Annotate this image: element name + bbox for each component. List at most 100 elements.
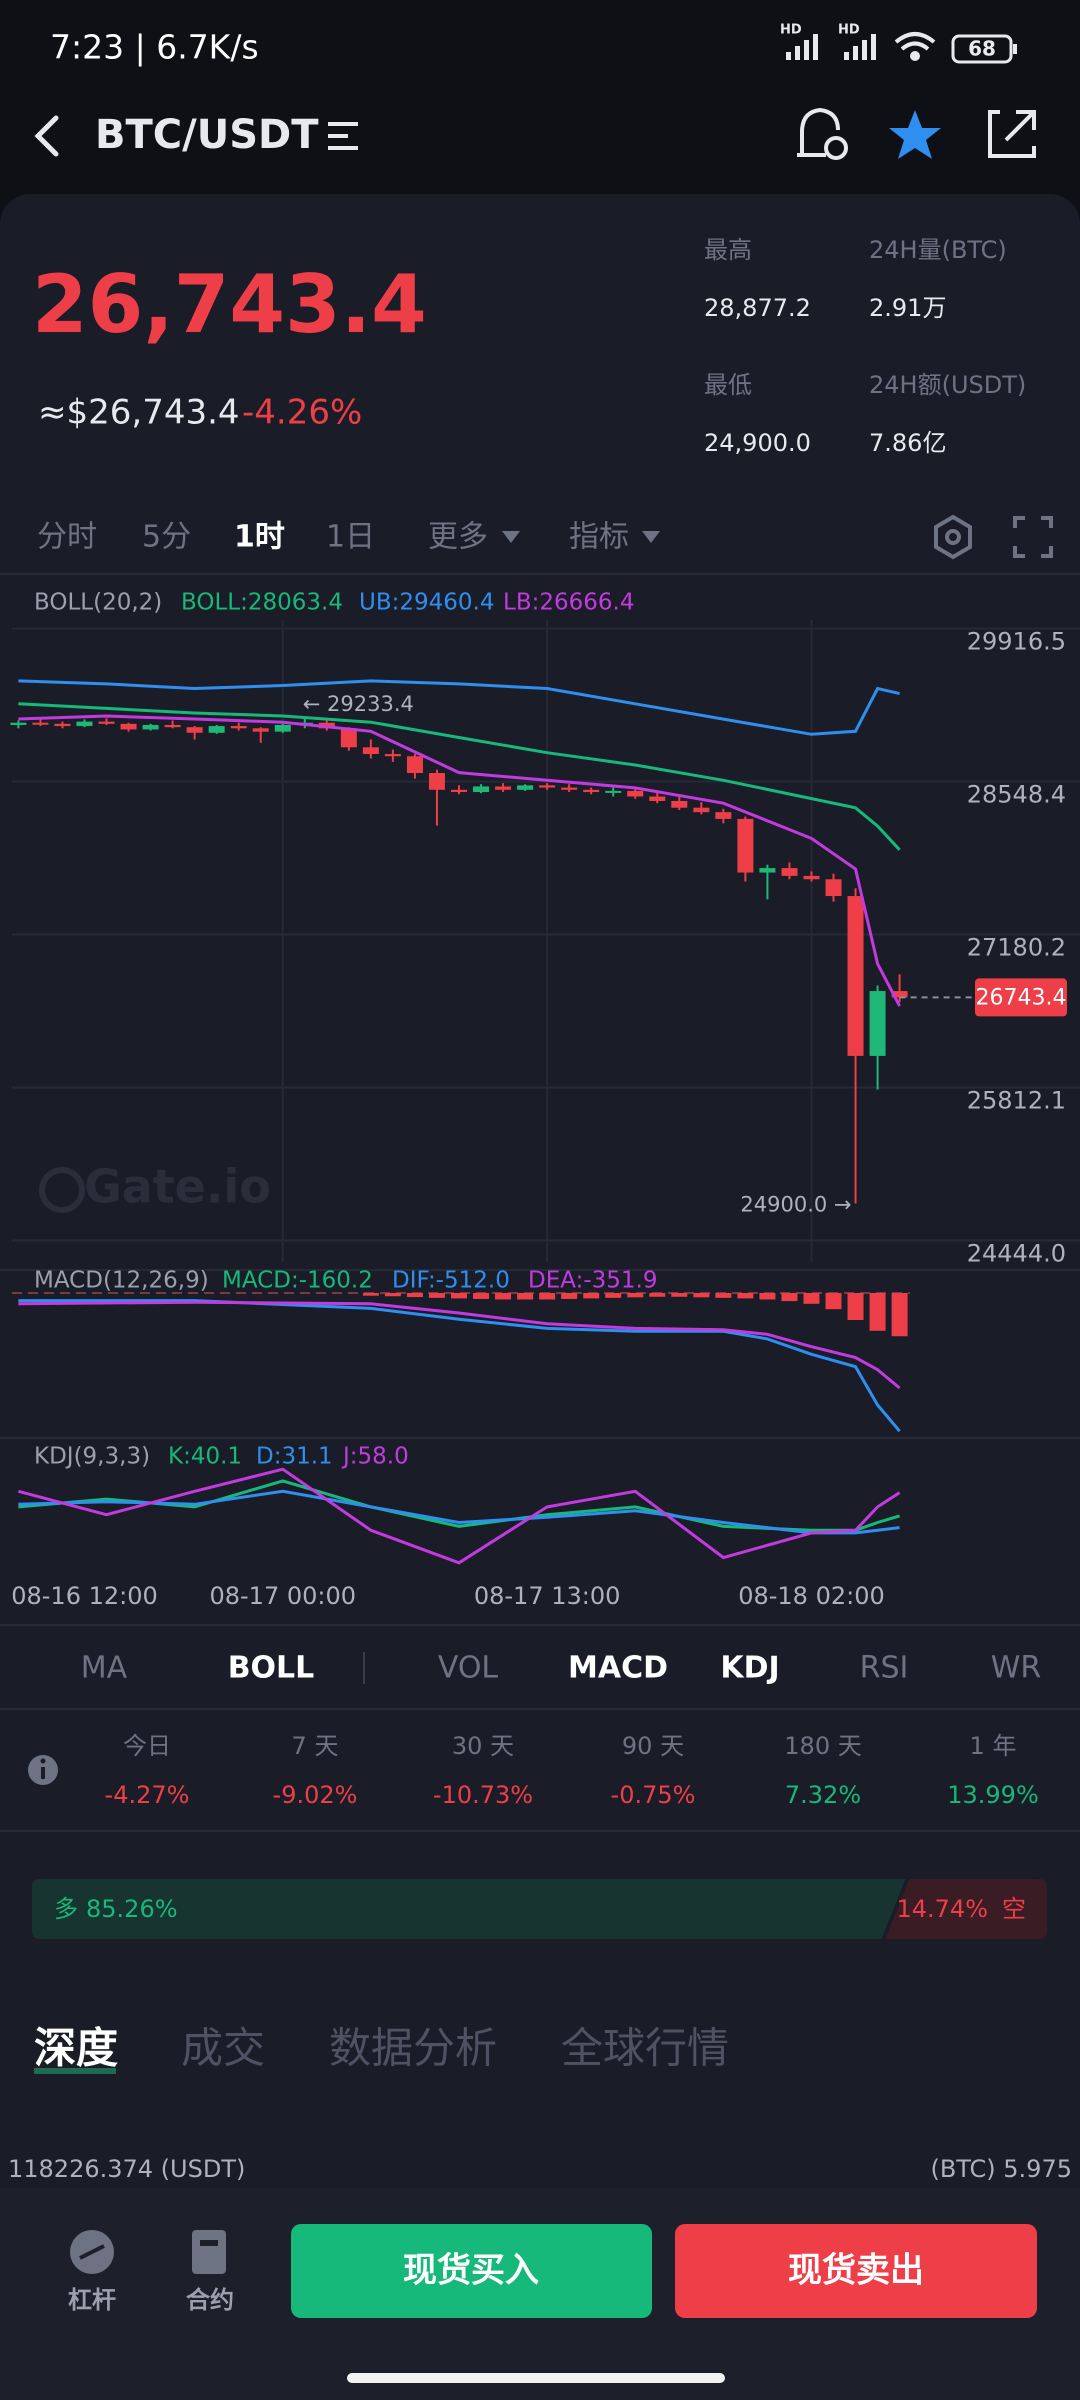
- legend-entry: BOLL:28063.4: [181, 590, 343, 616]
- candle-body: [869, 991, 886, 1056]
- detail-tab[interactable]: 数据分析: [329, 2024, 497, 2073]
- macd-bar: [803, 1293, 820, 1304]
- long-bar: [32, 1879, 906, 1939]
- buy-label[interactable]: 现货买入: [403, 2251, 539, 2291]
- period-change: 7.32%: [785, 1781, 861, 1809]
- candle-body: [737, 818, 754, 873]
- stat-value: 7.86亿: [869, 429, 946, 457]
- contract-label[interactable]: 合约: [186, 2286, 234, 2314]
- candle-body: [451, 789, 467, 793]
- macd-bar: [759, 1293, 776, 1300]
- share-icon[interactable]: [988, 110, 1036, 158]
- favorite-star[interactable]: [889, 110, 941, 159]
- macd-bar: [473, 1293, 490, 1299]
- candle-body: [208, 726, 225, 733]
- contract-icon[interactable]: [192, 2230, 226, 2274]
- indicator-tab[interactable]: RSI: [860, 1651, 909, 1686]
- candle-body: [10, 722, 27, 725]
- indicator-tab[interactable]: MA: [81, 1651, 128, 1686]
- stat-label: 24H额(USDT): [869, 371, 1026, 399]
- indicator-caret: [642, 531, 660, 543]
- legend-entry: K:40.1: [168, 1444, 242, 1470]
- candle-body: [406, 756, 423, 774]
- buy-button[interactable]: [291, 2224, 652, 2318]
- candle-body: [428, 773, 445, 790]
- interval-tab[interactable]: 指标: [569, 520, 629, 555]
- macd-bar: [671, 1293, 688, 1297]
- candle-body: [803, 875, 820, 880]
- candle-body: [120, 723, 137, 730]
- price-change: -4.26%: [242, 393, 362, 433]
- candle-body: [517, 785, 534, 790]
- candle-body: [627, 790, 644, 797]
- depth-right: (BTC) 5.975: [930, 2155, 1072, 2183]
- macd-bar: [583, 1293, 600, 1299]
- pair-title[interactable]: BTC/USDT: [95, 112, 319, 158]
- legend-entry: DIF:-512.0: [392, 1268, 510, 1294]
- leverage-icon[interactable]: [70, 2230, 114, 2274]
- separators: [0, 573, 1080, 1832]
- detail-tab[interactable]: 深度: [34, 2024, 118, 2073]
- info-icon[interactable]: [28, 1755, 58, 1785]
- detail-tab[interactable]: 全球行情: [561, 2024, 729, 2073]
- candle-body: [252, 728, 269, 732]
- stat-label: 最低: [704, 371, 752, 399]
- indicator-tab[interactable]: VOL: [438, 1651, 499, 1686]
- candle-body: [847, 896, 864, 1056]
- macd-bar: [384, 1293, 401, 1297]
- main-panel: [0, 194, 1080, 2254]
- wifi-icon: [894, 32, 936, 61]
- macd-bar: [891, 1293, 908, 1337]
- period-label: 今日: [123, 1732, 171, 1760]
- indicator-tab[interactable]: WR: [991, 1651, 1042, 1686]
- macd-bar: [495, 1293, 512, 1300]
- macd-bar: [561, 1293, 578, 1299]
- macd-bar: [825, 1293, 842, 1310]
- watermark-logo: [39, 1167, 85, 1213]
- candle-body: [561, 787, 578, 790]
- macd-bar: [869, 1293, 886, 1331]
- alert-icon[interactable]: [797, 107, 848, 160]
- detail-tab[interactable]: 成交: [181, 2024, 265, 2073]
- home-indicator: [347, 2373, 725, 2383]
- last-price: 26,743.4: [32, 258, 427, 351]
- candle-body: [671, 800, 688, 808]
- candle-body: [605, 790, 622, 793]
- back-button[interactable]: [34, 115, 59, 157]
- indicator-tab[interactable]: KDJ: [720, 1651, 779, 1686]
- indicator-tab[interactable]: BOLL: [228, 1651, 315, 1686]
- price-annotation: ← 29233.4: [303, 692, 414, 716]
- macd-bar: [517, 1293, 534, 1300]
- interval-tab[interactable]: 分时: [37, 520, 97, 555]
- candle-body: [142, 724, 159, 730]
- stat-value: 2.91万: [869, 294, 946, 322]
- indicator-line: [18, 1300, 901, 1390]
- legend-title: MACD(12,26,9): [34, 1268, 209, 1294]
- leverage-label[interactable]: 杠杆: [68, 2286, 116, 2314]
- interval-tab[interactable]: 1日: [326, 520, 375, 555]
- sell-button[interactable]: [675, 2224, 1037, 2318]
- macd-bar: [406, 1293, 423, 1298]
- pair-menu-icon[interactable]: [328, 122, 358, 150]
- battery-level: 68: [968, 37, 996, 61]
- interval-tab[interactable]: 更多: [428, 520, 488, 555]
- macd-bar: [649, 1293, 666, 1297]
- legend-title: KDJ(9,3,3): [34, 1444, 150, 1470]
- candle-body: [384, 754, 401, 757]
- battery-icon: [951, 34, 1013, 64]
- period-change: -4.27%: [105, 1781, 190, 1809]
- sell-label[interactable]: 现货卖出: [788, 2251, 924, 2291]
- interval-tab[interactable]: 1时: [234, 520, 285, 555]
- candle-body: [583, 789, 600, 793]
- settings-icon[interactable]: [934, 514, 972, 560]
- interval-tab[interactable]: 5分: [142, 520, 191, 555]
- usd-price: ≈$26,743.4: [38, 393, 240, 433]
- period-change: -9.02%: [273, 1781, 358, 1809]
- watermark: Gate.io: [84, 1160, 271, 1214]
- fullscreen-icon[interactable]: [1013, 516, 1053, 558]
- period-label: 30 天: [452, 1732, 514, 1760]
- indicator-tab[interactable]: MACD: [568, 1651, 668, 1686]
- candle-body: [186, 727, 203, 733]
